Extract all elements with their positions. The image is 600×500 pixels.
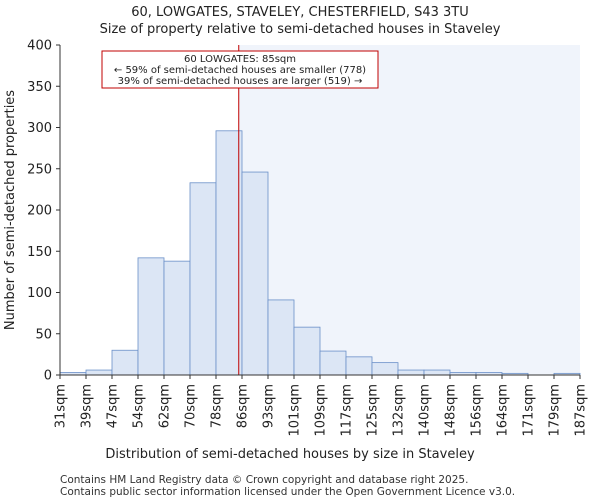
bar-93sqm [267, 299, 295, 376]
bar-109sqm [319, 350, 347, 376]
x-tick-label-54sqm: 54sqm [132, 384, 147, 428]
bar-78sqm [215, 130, 243, 376]
y-tick-label-200: 200 [27, 204, 52, 219]
x-tick-label-117sqm: 117sqm [340, 384, 355, 437]
y-tick-label-250: 250 [27, 162, 52, 177]
bar-70sqm [189, 182, 217, 376]
annotation-line-1: 60 LOWGATES: 85sqm [184, 54, 296, 65]
x-axis-label: Distribution of semi-detached houses by … [105, 447, 475, 462]
x-tick-label-164sqm: 164sqm [496, 384, 511, 437]
footer-line-2: Contains public sector information licen… [60, 486, 515, 498]
bar-47sqm [111, 349, 139, 376]
x-tick-label-62sqm: 62sqm [158, 384, 173, 428]
x-tick-label-78sqm: 78sqm [210, 384, 225, 428]
x-tick-label-93sqm: 93sqm [262, 384, 277, 428]
bar-117sqm [345, 356, 373, 376]
x-tick-label-70sqm: 70sqm [184, 384, 199, 428]
annotation-border [101, 50, 379, 89]
y-tick-label-400: 400 [27, 39, 52, 54]
x-tick-label-187sqm: 187sqm [574, 384, 589, 437]
bar-125sqm [371, 362, 399, 376]
annotation-line-3: 39% of semi-detached houses are larger (… [118, 76, 363, 87]
bar-86sqm [241, 171, 269, 376]
x-tick-label-179sqm: 179sqm [548, 384, 563, 437]
y-tick-label-300: 300 [27, 121, 52, 136]
bars-group [59, 130, 581, 376]
x-tick-label-140sqm: 140sqm [418, 384, 433, 437]
footer-line-1: Contains HM Land Registry data © Crown c… [60, 474, 468, 486]
y-tick-label-150: 150 [27, 245, 52, 260]
x-tick-label-171sqm: 171sqm [522, 384, 537, 437]
bar-62sqm [163, 260, 191, 376]
y-tick-label-0: 0 [44, 369, 52, 384]
bar-132sqm [397, 369, 425, 376]
x-ticks-group: 31sqm 39sqm 47sqm 54sqm 62sqm 70sqm 78sqm 86sqm… [54, 375, 589, 437]
y-ticks-group: 0 50 100 150 200 250 300 350 400 [27, 39, 60, 384]
x-tick-label-156sqm: 156sqm [470, 384, 485, 437]
y-tick-label-50: 50 [35, 327, 52, 342]
chart-subtitle: Size of property relative to semi-detach… [100, 22, 501, 37]
annotation-box: 60 LOWGATES: 85sqm ← 59% of semi-detache… [101, 50, 379, 89]
y-axis-label: Number of semi-detached properties [3, 90, 18, 330]
bar-54sqm [137, 257, 165, 376]
larger-properties-region [238, 45, 580, 375]
x-tick-label-39sqm: 39sqm [80, 384, 95, 428]
x-tick-label-47sqm: 47sqm [106, 384, 121, 428]
x-tick-label-132sqm: 132sqm [392, 384, 407, 437]
y-tick-label-100: 100 [27, 286, 52, 301]
x-tick-label-148sqm: 148sqm [444, 384, 459, 437]
chart-title: 60, LOWGATES, STAVELEY, CHESTERFIELD, S4… [131, 5, 469, 20]
x-tick-label-109sqm: 109sqm [314, 384, 329, 437]
x-tick-label-86sqm: 86sqm [236, 384, 251, 428]
bar-39sqm [85, 369, 113, 376]
y-tick-label-350: 350 [27, 80, 52, 95]
annotation-line-2: ← 59% of semi-detached houses are smalle… [114, 65, 366, 76]
bar-140sqm [423, 369, 451, 376]
x-tick-label-31sqm: 31sqm [54, 384, 69, 428]
x-tick-label-101sqm: 101sqm [288, 384, 303, 437]
bar-101sqm [293, 326, 321, 376]
x-tick-label-125sqm: 125sqm [366, 384, 381, 437]
